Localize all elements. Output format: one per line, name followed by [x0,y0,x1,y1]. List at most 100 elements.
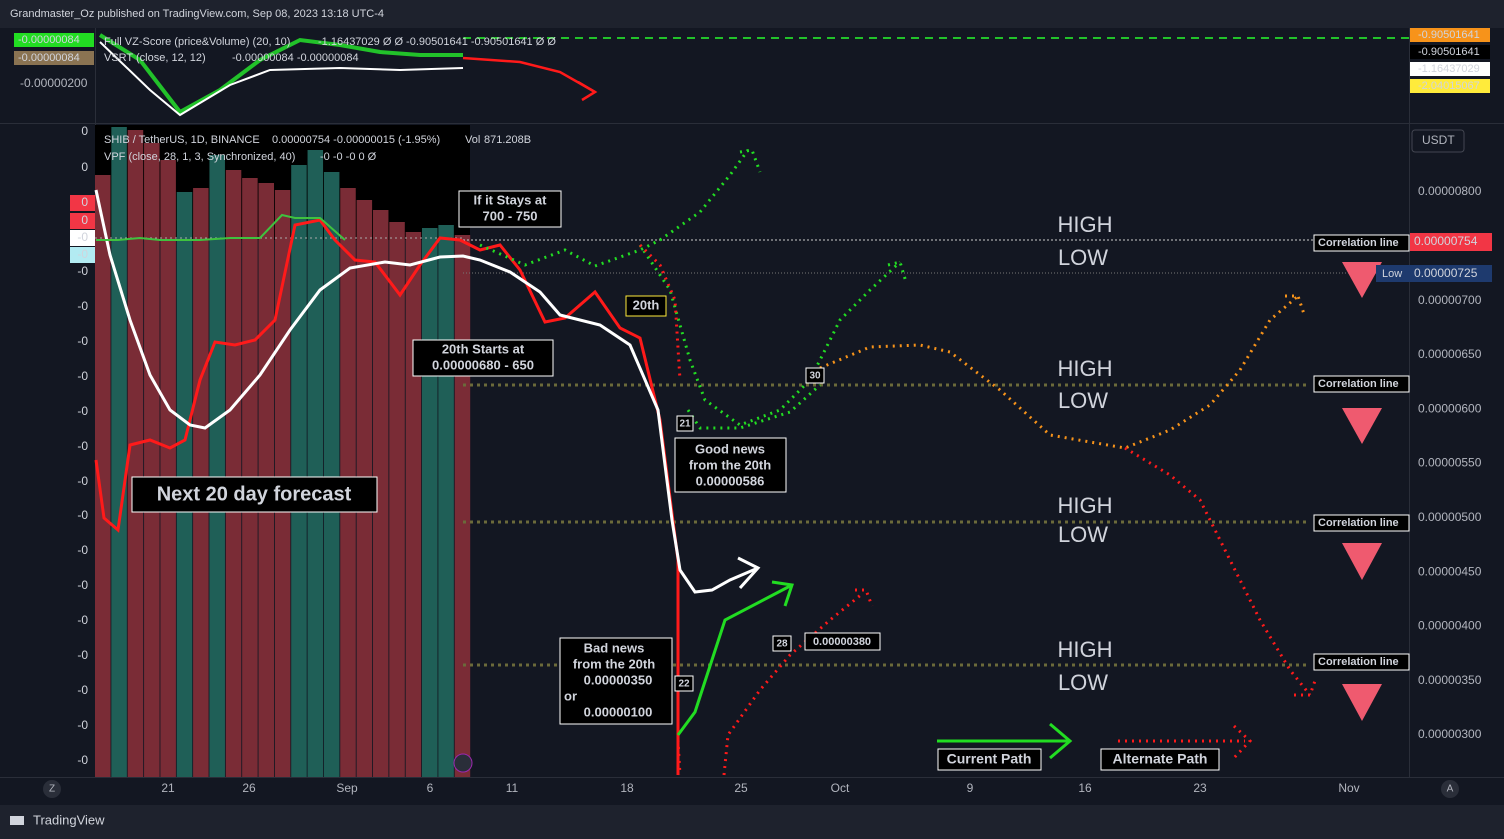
white-path [94,189,759,594]
brand[interactable]: TradingView [33,812,105,827]
green-forecast [686,383,822,430]
volume-bar [160,160,176,777]
note-box [804,632,881,651]
correlation-label-bg [1313,375,1410,393]
day-box [674,675,694,692]
note-box [412,339,554,377]
volume-bar [225,170,242,777]
label-bg [70,213,95,229]
right-label: -0.90501641 [1418,29,1480,41]
left-label: -0.00000084 [18,34,80,46]
currency-button[interactable] [1411,129,1465,153]
day-box [676,415,694,432]
vol-label: Vol [465,134,480,146]
bad-news: 0.00000350 [584,672,653,687]
last-price-bg [1410,233,1492,251]
green-forecast [638,244,902,427]
left-axis-label: -0 [77,404,88,418]
low-label: LOW [1058,388,1108,413]
bad-news-box [559,637,673,725]
left-axis-label: -0 [77,613,88,627]
high-label: HIGH [1058,637,1113,662]
vsrt-legend: VSRT (close, 12, 12) [104,52,206,64]
day-label: 22 [678,679,690,690]
left-axis-label: 0 [81,160,88,174]
footer-bar [0,805,1504,839]
volume-bar [323,172,340,777]
volume-bar [438,225,454,777]
correlation-label: Correlation line [1318,237,1399,249]
red-arrow-head [577,80,598,102]
current-path-arrow [676,583,793,736]
good-news: from the 20th [689,457,771,472]
note-box [131,476,378,513]
correlation-label: Correlation line [1318,656,1399,668]
low-label: LOW [1058,670,1108,695]
zoom-button[interactable] [43,780,61,798]
red-forecast-head [1294,677,1318,697]
low-label: LOW [1058,245,1108,270]
current-path-arrow-head [771,580,794,607]
event-icon[interactable] [453,753,473,773]
header-bar [0,0,1504,28]
left-axis-label: -0 [77,334,88,348]
time-label: 11 [506,781,519,795]
time-axis: 21 26 Sep 6 11 18 25 Oct 9 16 23 Nov [161,781,1359,795]
white-arrow-head [737,556,761,590]
time-label: Sep [336,781,358,795]
label-bg [70,247,95,263]
time-label: 9 [967,781,974,795]
forecast-title: Next 20 day forecast [157,483,352,505]
price-tick-label: 0.00000650 [1418,347,1482,361]
time-label: 21 [161,781,175,795]
legend-box [937,748,1042,771]
price-tick-label: 0.00000300 [1418,727,1482,741]
left-axis: 0 0 0 0 -0 -0 -0 -0 -0 -0 -0 -0 -0 -0 -0 -0 -0 -0 -0 -0 -0 [70,124,95,767]
currency[interactable]: USDT [1422,133,1455,147]
high-label: HIGH [1058,356,1113,381]
left-axis-label: -0 [77,648,88,662]
green-forecast [479,149,750,268]
vsrt-line [99,41,464,117]
down-triangle [1342,684,1382,721]
down-triangle [1342,543,1382,580]
note: 0.00000380 [813,636,871,648]
publisher: Grandmaster_Oz published on TradingView.… [10,8,384,20]
time-label: 6 [427,781,434,795]
label-bg [70,230,95,246]
vz-values: -1.16437029 Ø Ø -0.90501641 -0.90501641 … [318,36,556,48]
label-bg [1410,79,1490,93]
symbol: SHIB / TetherUS, 1D, BINANCE [104,134,260,146]
note-box [458,190,562,228]
legend-alternate-arrow-head [1230,724,1253,762]
auto-button[interactable] [1441,780,1459,798]
low-label: LOW [1058,522,1108,547]
right-label: -2.04015067 [1418,80,1480,92]
day-box [805,367,825,384]
quote: 0.00000754 -0.00000015 (-1.95%) [272,134,440,146]
note: 0.00000680 - 650 [432,357,534,372]
left-axis-label: -0 [77,264,88,278]
time-label: Nov [1338,781,1359,795]
price-tick-label: 0.00000450 [1418,564,1482,578]
good-news: Good news [695,441,765,456]
time-label: Oct [831,781,850,795]
zoom-label[interactable]: Z [49,784,55,795]
label-bg [70,195,95,211]
left-axis-label: -0 [77,247,88,261]
left-axis-label: 0 [81,213,88,227]
note: 20th [633,297,660,312]
label-bg [1410,45,1490,59]
left-axis-label: -0 [77,683,88,697]
note: 700 - 750 [483,208,538,223]
day-label: 28 [776,639,788,650]
time-label: 18 [620,781,634,795]
left-axis-label: -0 [77,753,88,767]
volume-bar [209,155,225,777]
vsrt-values: -0.00000084 -0.00000084 [232,52,359,64]
volume-bar [389,222,405,777]
price-tick-label: 0.00000550 [1418,456,1482,470]
brand-logo [10,816,24,825]
auto-label[interactable]: A [1447,784,1454,795]
